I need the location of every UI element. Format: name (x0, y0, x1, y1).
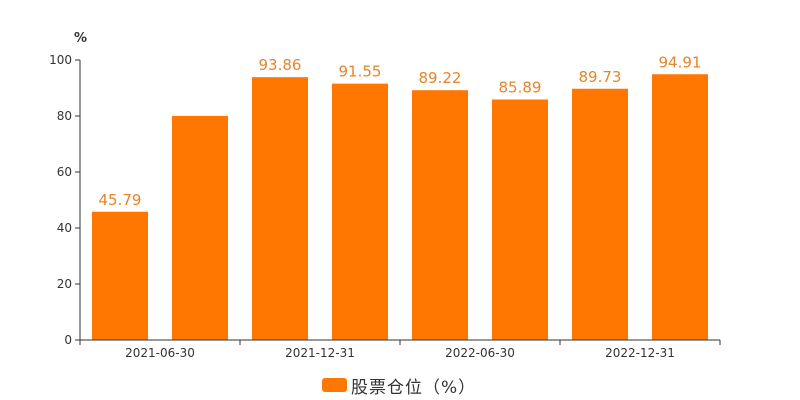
bar[interactable] (492, 99, 548, 341)
bar[interactable] (412, 90, 468, 341)
x-axis: 2021-06-30 2021-12-31 2022-06-30 2022-12-31 (79, 339, 721, 360)
bar-data-label: 94.91 (659, 53, 702, 71)
bar-data-label: 89.73 (579, 68, 622, 86)
x-tick-label: 2022-12-31 (605, 346, 675, 360)
bar[interactable] (92, 211, 148, 340)
y-tick-label: 60 (57, 165, 72, 179)
bar-data-label: 91.55 (339, 63, 382, 81)
bar[interactable] (252, 77, 308, 340)
y-axis: 0 20 40 60 80 100 (49, 53, 81, 347)
bars-group (92, 74, 708, 341)
bar-data-label: 93.86 (259, 56, 302, 74)
legend-swatch (322, 378, 347, 392)
legend-label: 股票仓位（%） (351, 377, 477, 398)
y-tick-label: 80 (57, 109, 72, 123)
data-labels-group: 45.79 93.86 91.55 89.22 85.89 89.73 94.91 (99, 53, 702, 209)
y-tick-label: 100 (49, 53, 72, 67)
bar[interactable] (652, 74, 708, 340)
y-tick-label: 20 (57, 277, 72, 291)
bar[interactable] (572, 88, 628, 340)
bar-data-label: 85.89 (499, 79, 542, 97)
legend[interactable]: 股票仓位（%） (322, 372, 476, 398)
x-tick-label: 2021-12-31 (285, 346, 355, 360)
y-tick-label: 40 (57, 221, 72, 235)
x-tick-label: 2021-06-30 (125, 346, 195, 360)
y-tick-label: 0 (64, 333, 72, 347)
x-tick-label: 2022-06-30 (445, 346, 515, 360)
y-axis-unit-label: % (74, 31, 87, 46)
bar[interactable] (172, 115, 228, 340)
bar-data-label: 45.79 (99, 191, 142, 209)
bar[interactable] (332, 83, 388, 340)
bar-data-label: 89.22 (419, 69, 462, 87)
